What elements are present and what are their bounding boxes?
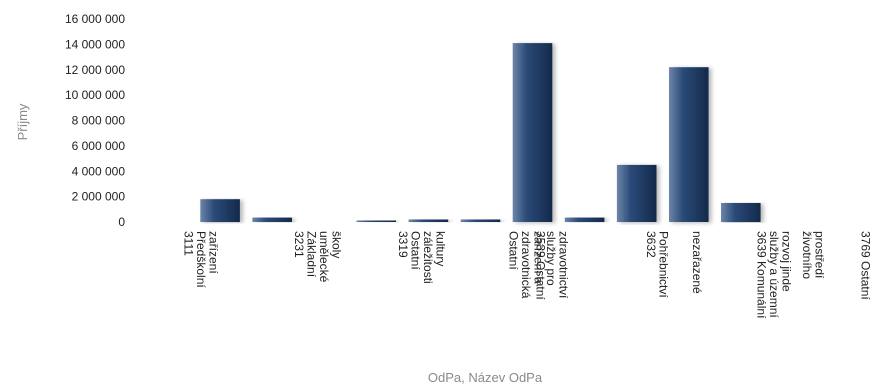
y-tick-label: 4 000 000 bbox=[72, 164, 126, 178]
x-tick-label: 3231Základníuměleckéškoly bbox=[292, 231, 344, 283]
x-tick-label: životníhoprostředí bbox=[800, 231, 827, 279]
bar bbox=[616, 164, 657, 222]
bar bbox=[512, 43, 553, 222]
x-tick-label: 3111Předškolnízařízení bbox=[182, 231, 221, 288]
y-tick-label: 0 bbox=[118, 215, 125, 229]
bar bbox=[721, 203, 761, 222]
y-tick-label: 16 000 000 bbox=[65, 12, 125, 26]
x-tick-label: 3769 Ostatníspráva vochraně bbox=[859, 231, 871, 300]
bar bbox=[252, 217, 292, 222]
x-axis-labels: 3111Předškolnízařízení 3231Základníumělec… bbox=[182, 231, 871, 319]
y-tick-label: 14 000 000 bbox=[65, 37, 125, 51]
bar bbox=[669, 67, 709, 222]
bars bbox=[200, 43, 761, 222]
x-tick-label: nezařazené bbox=[690, 231, 704, 294]
x-tick-label: 3539 Ostatní bbox=[534, 231, 548, 300]
y-tick-label: 6 000 000 bbox=[72, 139, 126, 153]
x-tick-label: 3639 Komunálníslužby a územnírozvoj jind… bbox=[754, 231, 793, 319]
x-axis-title: OdPa, Název OdPa bbox=[428, 370, 543, 385]
y-axis-ticks: 0 2 000 000 4 000 000 6 000 000 8 000 000 10 … bbox=[65, 12, 125, 229]
bar bbox=[356, 220, 397, 222]
y-tick-label: 8 000 000 bbox=[72, 114, 126, 128]
y-tick-label: 2 000 000 bbox=[72, 190, 126, 204]
y-axis-title: Příjmy bbox=[15, 103, 30, 140]
x-tick-label: 3319Ostatnízáležitostikultury bbox=[396, 231, 448, 284]
bar bbox=[408, 219, 449, 222]
x-tick-label: Ostatnízdravotnickázařízení aslužby proz… bbox=[507, 231, 571, 299]
y-tick-label: 12 000 000 bbox=[65, 63, 125, 77]
y-tick-label: 10 000 000 bbox=[65, 88, 125, 102]
bar bbox=[200, 199, 240, 222]
x-tick-label: 3632Pohřebnictví bbox=[644, 231, 671, 298]
bar bbox=[564, 217, 605, 222]
bar bbox=[460, 219, 501, 222]
